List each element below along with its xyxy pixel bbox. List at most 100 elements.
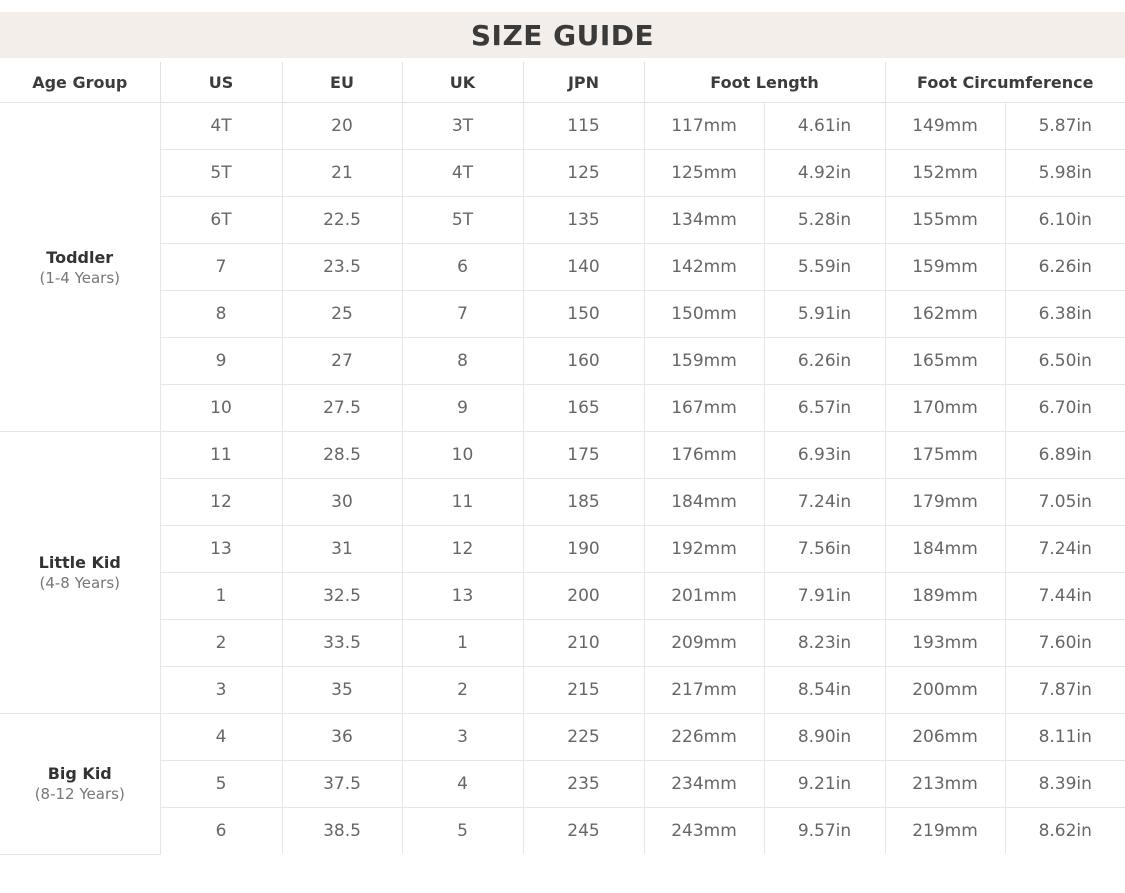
age-group-cell: Toddler (1-4 Years) <box>0 102 160 432</box>
cell-foot-circumference-in: 7.44in <box>1004 572 1125 620</box>
cell-foot-circumference-in: 7.24in <box>1004 525 1125 573</box>
cell-foot-circumference-mm: 193mm <box>884 619 1006 667</box>
cell-us: 3 <box>159 666 282 714</box>
table-row: 5T 21 4T 125 125mm 4.92in 152mm 5.98in <box>0 149 1125 197</box>
cell-foot-length-in: 9.21in <box>763 760 886 808</box>
header-uk: UK <box>401 62 523 103</box>
cell-us: 1 <box>159 572 282 620</box>
cell-eu: 22.5 <box>281 196 402 244</box>
cell-us: 9 <box>159 337 282 385</box>
cell-foot-length-in: 7.24in <box>763 478 886 526</box>
cell-jpn: 125 <box>522 149 644 197</box>
header-row: Age Group US EU UK JPN Foot Length Foot … <box>0 62 1125 103</box>
cell-foot-length-in: 5.59in <box>763 243 886 291</box>
cell-foot-circumference-mm: 159mm <box>884 243 1006 291</box>
cell-foot-length-mm: 243mm <box>643 807 764 854</box>
cell-jpn: 225 <box>522 713 644 761</box>
cell-jpn: 140 <box>522 243 644 291</box>
cell-eu: 37.5 <box>281 760 402 808</box>
age-group-range: (8-12 Years) <box>34 785 125 804</box>
cell-foot-circumference-mm: 213mm <box>884 760 1006 808</box>
cell-jpn: 190 <box>522 525 644 573</box>
age-group-cell: Little Kid (4-8 Years) <box>0 431 160 714</box>
cell-foot-length-mm: 201mm <box>643 572 764 620</box>
cell-eu: 27.5 <box>281 384 402 432</box>
table-row: 3 35 2 215 217mm 8.54in 200mm 7.87in <box>0 666 1125 714</box>
cell-foot-circumference-mm: 184mm <box>884 525 1006 573</box>
cell-foot-length-mm: 150mm <box>643 290 764 338</box>
cell-jpn: 210 <box>522 619 644 667</box>
cell-foot-circumference-mm: 175mm <box>884 431 1006 479</box>
cell-foot-length-mm: 192mm <box>643 525 764 573</box>
cell-foot-circumference-in: 8.11in <box>1004 713 1125 761</box>
cell-us: 2 <box>159 619 282 667</box>
table-row: Big Kid (8-12 Years) 4 36 3 225 226mm 8.90in 206… <box>0 713 1125 855</box>
cell-foot-length-mm: 217mm <box>643 666 764 714</box>
cell-foot-length-in: 6.93in <box>763 431 886 479</box>
cell-foot-length-in: 7.56in <box>763 525 886 573</box>
cell-foot-circumference-in: 6.10in <box>1004 196 1125 244</box>
cell-foot-circumference-in: 6.38in <box>1004 290 1125 338</box>
cell-uk: 5T <box>401 196 523 244</box>
cell-foot-circumference-mm: 170mm <box>884 384 1006 432</box>
table-row: 13 31 12 190 192mm 7.56in 184mm 7.24in <box>0 525 1125 573</box>
cell-us: 13 <box>159 525 282 573</box>
cell-jpn: 160 <box>522 337 644 385</box>
cell-foot-length-in: 5.28in <box>763 196 886 244</box>
cell-jpn: 245 <box>522 807 644 854</box>
cell-jpn: 115 <box>522 102 644 150</box>
cell-uk: 5 <box>401 807 523 854</box>
cell-us: 7 <box>159 243 282 291</box>
table-row: 6 38.5 5 245 243mm 9.57in 219mm 8.62in <box>0 807 1125 854</box>
cell-jpn: 150 <box>522 290 644 338</box>
title-band: SIZE GUIDE <box>0 12 1125 58</box>
cell-foot-length-mm: 184mm <box>643 478 764 526</box>
table-row: Toddler (1-4 Years) 4T 20 3T 115 117mm 4.61in 14… <box>0 102 1125 432</box>
cell-foot-length-in: 8.90in <box>763 713 886 761</box>
cell-foot-circumference-in: 6.26in <box>1004 243 1125 291</box>
cell-uk: 8 <box>401 337 523 385</box>
cell-uk: 10 <box>401 431 523 479</box>
cell-eu: 30 <box>281 478 402 526</box>
header-foot-circumference: Foot Circumference <box>884 62 1125 103</box>
cell-us: 8 <box>159 290 282 338</box>
cell-foot-length-mm: 176mm <box>643 431 764 479</box>
cell-jpn: 200 <box>522 572 644 620</box>
table-row: 12 30 11 185 184mm 7.24in 179mm 7.05in <box>0 478 1125 526</box>
table-row: 2 33.5 1 210 209mm 8.23in 193mm 7.60in <box>0 619 1125 667</box>
cell-us: 6T <box>159 196 282 244</box>
cell-uk: 2 <box>401 666 523 714</box>
cell-foot-circumference-in: 7.05in <box>1004 478 1125 526</box>
table-row: 10 27.5 9 165 167mm 6.57in 170mm 6.70in <box>0 384 1125 432</box>
age-group-range: (4-8 Years) <box>39 574 121 592</box>
cell-uk: 3 <box>401 713 523 761</box>
cell-uk: 3T <box>401 102 523 150</box>
header-jpn: JPN <box>522 62 644 103</box>
cell-uk: 11 <box>401 478 523 526</box>
table-row: Little Kid (4-8 Years) 11 28.5 10 175 176mm 6.9… <box>0 431 1125 714</box>
table-row: 5 37.5 4 235 234mm 9.21in 213mm 8.39in <box>0 760 1125 808</box>
page-title: SIZE GUIDE <box>470 18 655 52</box>
cell-us: 5 <box>159 760 282 808</box>
cell-foot-length-mm: 159mm <box>643 337 764 385</box>
cell-eu: 36 <box>281 713 402 761</box>
cell-jpn: 135 <box>522 196 644 244</box>
cell-foot-length-mm: 209mm <box>643 619 764 667</box>
cell-foot-length-mm: 226mm <box>643 713 764 761</box>
cell-foot-circumference-mm: 155mm <box>884 196 1006 244</box>
cell-eu: 33.5 <box>281 619 402 667</box>
cell-foot-circumference-mm: 189mm <box>884 572 1006 620</box>
cell-foot-circumference-mm: 165mm <box>884 337 1006 385</box>
cell-us: 4T <box>159 102 282 150</box>
age-group-range: (1-4 Years) <box>39 268 121 287</box>
cell-uk: 6 <box>401 243 523 291</box>
cell-foot-circumference-in: 6.70in <box>1004 384 1125 432</box>
cell-jpn: 165 <box>522 384 644 432</box>
cell-foot-circumference-mm: 149mm <box>884 102 1006 150</box>
cell-foot-length-mm: 234mm <box>643 760 764 808</box>
cell-foot-length-mm: 134mm <box>643 196 764 244</box>
cell-foot-length-mm: 125mm <box>643 149 764 197</box>
cell-foot-circumference-mm: 219mm <box>884 807 1006 854</box>
cell-eu: 25 <box>281 290 402 338</box>
cell-jpn: 175 <box>522 431 644 479</box>
